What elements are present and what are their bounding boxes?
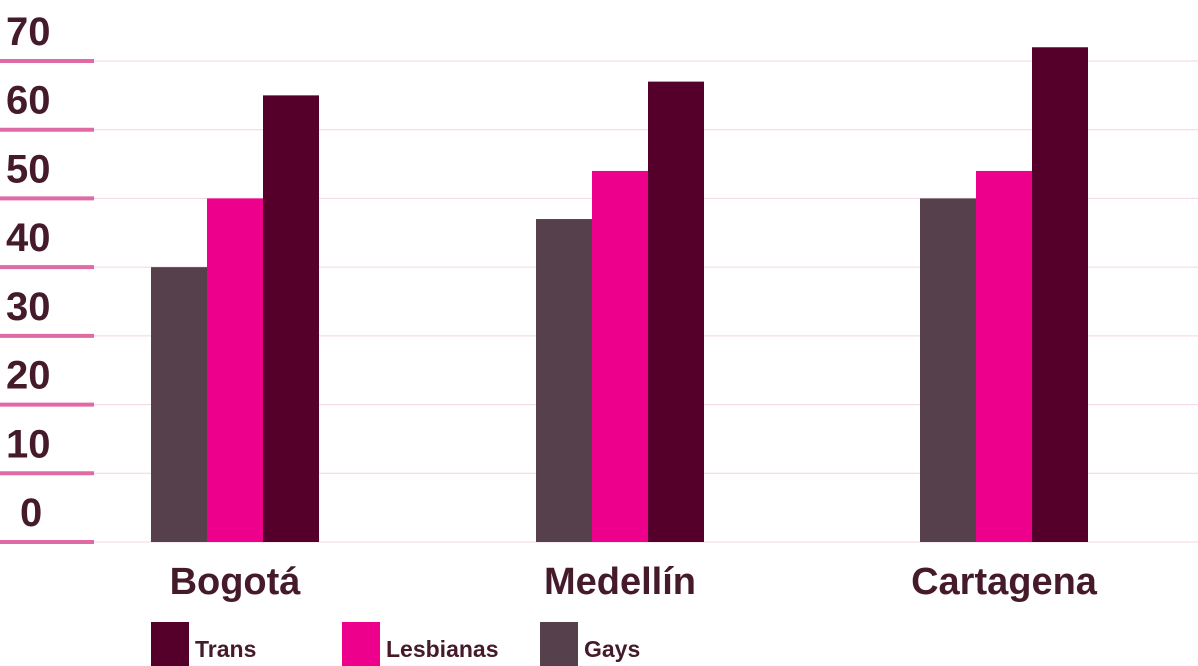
x-category-label: Bogotá [170, 561, 302, 603]
bar-lesbianas-0 [207, 198, 263, 542]
bar-trans-1 [648, 81, 704, 542]
y-tick-label: 50 [6, 147, 51, 191]
y-axis: 0 10 20 30 40 50 60 70 [0, 10, 94, 544]
x-category-label: Medellín [544, 561, 696, 603]
legend-label: Lesbianas [386, 636, 499, 662]
bar-trans-0 [263, 95, 319, 542]
x-category-label: Cartagena [911, 561, 1098, 603]
y-tick-label: 30 [6, 285, 51, 329]
x-axis: Bogotá Medellín Cartagena [170, 561, 1098, 603]
y-tick-label: 70 [6, 10, 51, 54]
bar-gays-0 [151, 267, 207, 542]
legend-item-gays[interactable]: Gays [540, 622, 640, 666]
bar-gays-1 [536, 219, 592, 543]
bar-trans-2 [1032, 47, 1088, 542]
legend-swatch [540, 622, 578, 666]
y-tick-label: 20 [6, 354, 51, 398]
bar-gays-2 [920, 198, 976, 542]
y-tick-label: 0 [20, 491, 42, 535]
bars [151, 47, 1088, 543]
bar-lesbianas-1 [592, 170, 648, 542]
legend-swatch [151, 622, 189, 666]
legend[interactable]: Trans Lesbianas Gays [151, 622, 640, 666]
legend-label: Trans [195, 636, 256, 662]
y-tick-label: 60 [6, 79, 51, 123]
bar-lesbianas-2 [976, 170, 1032, 542]
legend-swatch [342, 622, 380, 666]
legend-item-lesbianas[interactable]: Lesbianas [342, 622, 499, 666]
legend-label: Gays [584, 636, 640, 662]
y-tick-label: 40 [6, 216, 51, 260]
y-tick-label: 10 [6, 422, 51, 466]
legend-item-trans[interactable]: Trans [151, 622, 256, 666]
